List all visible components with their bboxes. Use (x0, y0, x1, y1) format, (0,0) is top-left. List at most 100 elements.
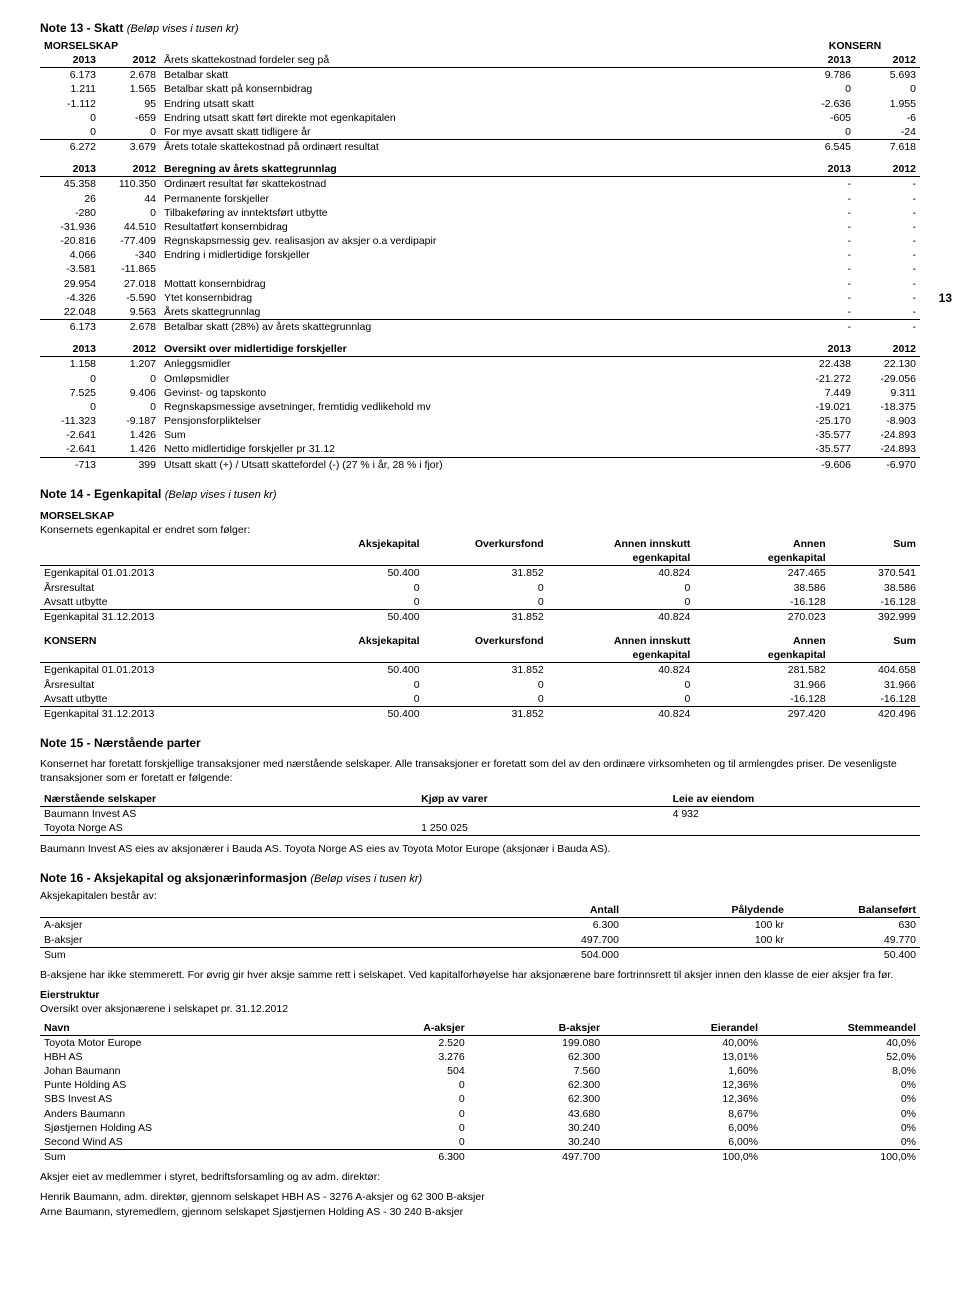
note15-para: Konsernet har foretatt forskjellige tran… (40, 757, 920, 785)
n13-m2: -9.187 (100, 414, 160, 428)
n13-m2: 1.207 (100, 357, 160, 372)
n14kc-aksje: Aksjekapital (299, 634, 423, 663)
n16b-b: 62.300 (469, 1078, 604, 1092)
n13-k2: 1.955 (855, 97, 920, 111)
table-row: 00Omløpsmidler-21.272-29.056 (40, 372, 920, 386)
n16b-stem: 0% (762, 1107, 920, 1121)
n13-k1: - (790, 220, 855, 234)
n16b-stem: 100,0% (762, 1150, 920, 1165)
note14-intro: Konsernets egenkapital er endret som føl… (40, 523, 920, 537)
n16b-eier: 6,00% (604, 1121, 762, 1135)
n13-k1: - (790, 305, 855, 320)
n13b3-y1m: 2013 (40, 342, 100, 357)
n13-m1: -4.326 (40, 291, 100, 305)
n13-label: Betalbar skatt (160, 68, 790, 83)
n13-m1: -280 (40, 206, 100, 220)
table-row: Johan Baumann5047.5601,60%8,0% (40, 1064, 920, 1078)
n13b3-y1k: 2013 (790, 342, 855, 357)
table-row: 6.2723.679Årets totale skattekostnad på … (40, 140, 920, 155)
n13-m2: -659 (100, 111, 160, 125)
note16-foot-2: Arne Baumann, styremedlem, gjennom selsk… (40, 1205, 920, 1219)
n16b-name: Johan Baumann (40, 1064, 333, 1078)
n13-m2: -5.590 (100, 291, 160, 305)
n13-k2: 7.618 (855, 140, 920, 155)
n13-label: For mye avsatt skatt tidligere år (160, 125, 790, 140)
n13-k1: -35.577 (790, 442, 855, 457)
n13b2-y1m: 2013 (40, 162, 100, 177)
n13-m1: 6.173 (40, 68, 100, 83)
table-row: -3.581-11.865-- (40, 262, 920, 276)
n14-overk: 0 (424, 595, 548, 610)
n13-label: Anleggsmidler (160, 357, 790, 372)
n13-header-groups: MORSELSKAP KONSERN (40, 39, 920, 53)
note14-morselskap: MORSELSKAP (40, 509, 920, 523)
n13-k2: - (855, 291, 920, 305)
n13-k1: - (790, 277, 855, 291)
n13-m2: 399 (100, 457, 160, 472)
n16b-eier: 40,00% (604, 1035, 762, 1050)
n16b-a: 3.276 (333, 1050, 468, 1064)
n16b-a: 0 (333, 1107, 468, 1121)
n16b-b: 62.300 (469, 1092, 604, 1106)
n13-k2: - (855, 277, 920, 291)
n13-k1: - (790, 177, 855, 192)
n13b2-y1k: 2013 (790, 162, 855, 177)
n16b-a: 504 (333, 1064, 468, 1078)
n13-m2: 0 (100, 372, 160, 386)
n15c-sel: Nærstående selskaper (40, 792, 417, 807)
table-row: Egenkapital 01.01.201350.40031.85240.824… (40, 566, 920, 581)
note14-title: Note 14 - Egenkapital (Beløp vises i tus… (40, 486, 920, 503)
n13-k2: - (855, 248, 920, 262)
n14-ann: 31.966 (694, 678, 829, 692)
n16b-stem: 40,0% (762, 1035, 920, 1050)
n14-mor-head: Aksjekapital Overkursfond Annen innskutt… (40, 537, 920, 566)
n16a-label: B-aksjer (40, 933, 458, 948)
table-row: Egenkapital 31.12.201350.40031.85240.824… (40, 609, 920, 624)
n16b-eier: 13,01% (604, 1050, 762, 1064)
n13-k1: - (790, 192, 855, 206)
table-row: A-aksjer6.300100 kr630 (40, 918, 920, 933)
n13-header-years-3: 2013 2012 Oversikt over midlertidige for… (40, 342, 920, 357)
n16ac-ant: Antall (458, 903, 623, 918)
n13-label (160, 262, 790, 276)
n14-label: Egenkapital 31.12.2013 (40, 609, 299, 624)
n14-aksje: 50.400 (299, 609, 423, 624)
n14-konsern: KONSERN (40, 634, 299, 663)
n14-label: Årsresultat (40, 678, 299, 692)
n13-m1: 6.272 (40, 140, 100, 155)
n13-label: Endring utsatt skatt (160, 97, 790, 111)
table-row: Avsatt utbytte000-16.128-16.128 (40, 692, 920, 707)
n13-k1: - (790, 262, 855, 276)
n16a-count: 497.700 (458, 933, 623, 948)
n13-m1: -1.112 (40, 97, 100, 111)
n15-head: Nærstående selskaper Kjøp av varer Leie … (40, 792, 920, 807)
n16b-b: 62.300 (469, 1050, 604, 1064)
n13-k2: 9.311 (855, 386, 920, 400)
table-row: 4.066-340Endring i midlertidige forskjel… (40, 248, 920, 262)
n15-purchase: 1 250 025 (417, 821, 668, 836)
n13-label: Mottatt konsernbidrag (160, 277, 790, 291)
table-row: Baumann Invest AS4 932 (40, 806, 920, 821)
n13-y1-m: 2013 (40, 53, 100, 68)
n13-label: Permanente forskjeller (160, 192, 790, 206)
n16b-a: 6.300 (333, 1150, 468, 1165)
n13-m1: -2.641 (40, 428, 100, 442)
n13-k2: 0 (855, 82, 920, 96)
n14-sum: -16.128 (830, 595, 920, 610)
table-row: Toyota Norge AS1 250 025 (40, 821, 920, 836)
page-number: 13 (939, 290, 952, 306)
table-row: 1.1581.207Anleggsmidler22.43822.130 (40, 357, 920, 372)
n14-aksje: 0 (299, 678, 423, 692)
n13-m1: -2.641 (40, 442, 100, 457)
n16b-eier: 12,36% (604, 1092, 762, 1106)
n13-k1: 9.786 (790, 68, 855, 83)
n16b-name: Second Wind AS (40, 1135, 333, 1150)
n13-header-years-2: 2013 2012 Beregning av årets skattegrunn… (40, 162, 920, 177)
n13-m1: 4.066 (40, 248, 100, 262)
n13-m1: -31.936 (40, 220, 100, 234)
table-row: -2800Tilbakeføring av inntektsført utbyt… (40, 206, 920, 220)
table-row: SBS Invest AS062.30012,36%0% (40, 1092, 920, 1106)
n14-overk: 31.852 (424, 663, 548, 678)
table-row: Punte Holding AS062.30012,36%0% (40, 1078, 920, 1092)
n13-label: Regnskapsmessig gev. realisasjon av aksj… (160, 234, 790, 248)
